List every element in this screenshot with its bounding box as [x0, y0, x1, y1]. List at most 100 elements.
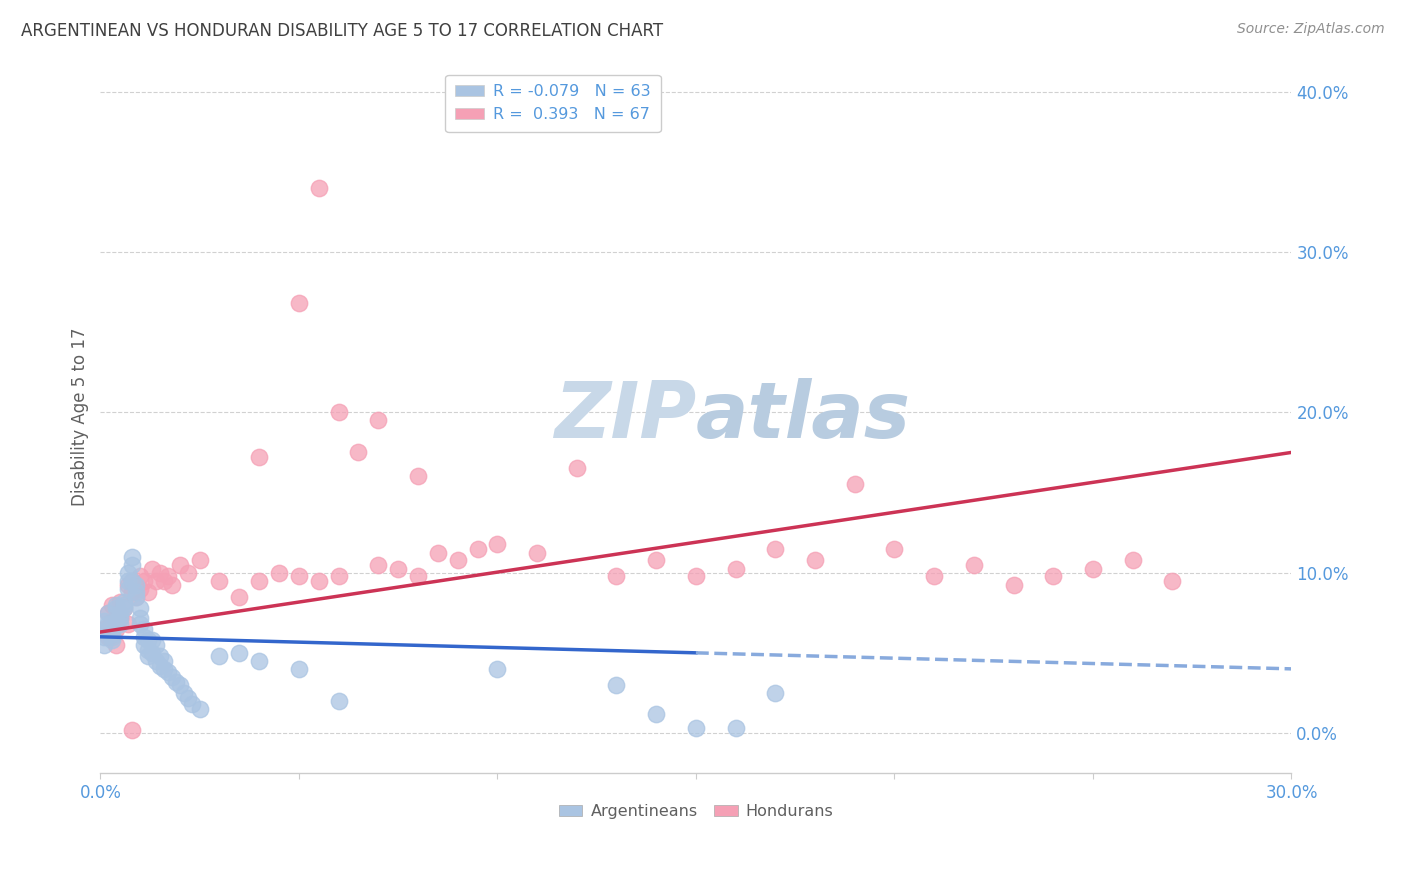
- Point: [149, 658, 172, 673]
- Point: [136, 642, 159, 657]
- Point: [1042, 569, 1064, 583]
- Point: [121, 723, 143, 737]
- Point: [685, 569, 707, 583]
- Point: [136, 585, 159, 599]
- Point: [136, 632, 159, 647]
- Point: [101, 626, 124, 640]
- Point: [406, 569, 429, 583]
- Point: [208, 574, 231, 588]
- Y-axis label: Disability Age 5 to 17: Disability Age 5 to 17: [72, 327, 89, 506]
- Point: [97, 606, 120, 620]
- Point: [188, 553, 211, 567]
- Point: [169, 678, 191, 692]
- Text: ARGENTINEAN VS HONDURAN DISABILITY AGE 5 TO 17 CORRELATION CHART: ARGENTINEAN VS HONDURAN DISABILITY AGE 5…: [21, 22, 664, 40]
- Point: [125, 578, 148, 592]
- Point: [247, 574, 270, 588]
- Point: [97, 617, 120, 632]
- Point: [153, 662, 176, 676]
- Point: [288, 296, 311, 310]
- Point: [117, 578, 139, 592]
- Point: [565, 461, 588, 475]
- Point: [173, 686, 195, 700]
- Point: [112, 601, 135, 615]
- Point: [1122, 553, 1144, 567]
- Point: [141, 646, 163, 660]
- Point: [132, 574, 155, 588]
- Point: [156, 665, 179, 679]
- Point: [101, 632, 124, 647]
- Point: [963, 558, 986, 572]
- Point: [129, 617, 152, 632]
- Point: [112, 598, 135, 612]
- Point: [132, 630, 155, 644]
- Point: [93, 630, 115, 644]
- Point: [724, 721, 747, 735]
- Point: [93, 638, 115, 652]
- Point: [108, 617, 131, 632]
- Point: [105, 622, 128, 636]
- Point: [247, 654, 270, 668]
- Point: [121, 558, 143, 572]
- Point: [121, 549, 143, 564]
- Point: [288, 569, 311, 583]
- Point: [1081, 562, 1104, 576]
- Point: [922, 569, 945, 583]
- Point: [526, 546, 548, 560]
- Point: [97, 606, 120, 620]
- Point: [328, 405, 350, 419]
- Point: [117, 617, 139, 632]
- Point: [125, 585, 148, 599]
- Point: [308, 181, 330, 195]
- Point: [160, 670, 183, 684]
- Point: [108, 610, 131, 624]
- Point: [169, 558, 191, 572]
- Text: atlas: atlas: [696, 378, 911, 454]
- Point: [387, 562, 409, 576]
- Point: [188, 702, 211, 716]
- Point: [117, 582, 139, 596]
- Point: [1002, 578, 1025, 592]
- Point: [108, 610, 131, 624]
- Text: ZIP: ZIP: [554, 378, 696, 454]
- Point: [176, 690, 198, 705]
- Point: [486, 662, 509, 676]
- Point: [308, 574, 330, 588]
- Point: [125, 590, 148, 604]
- Point: [763, 686, 786, 700]
- Point: [105, 614, 128, 628]
- Point: [228, 646, 250, 660]
- Point: [101, 630, 124, 644]
- Point: [105, 601, 128, 615]
- Point: [605, 569, 627, 583]
- Point: [645, 553, 668, 567]
- Point: [132, 638, 155, 652]
- Point: [645, 706, 668, 721]
- Point: [467, 541, 489, 556]
- Point: [153, 574, 176, 588]
- Point: [149, 648, 172, 663]
- Point: [117, 574, 139, 588]
- Point: [228, 590, 250, 604]
- Point: [288, 662, 311, 676]
- Point: [367, 413, 389, 427]
- Point: [180, 697, 202, 711]
- Point: [685, 721, 707, 735]
- Point: [105, 638, 128, 652]
- Point: [267, 566, 290, 580]
- Point: [883, 541, 905, 556]
- Point: [112, 594, 135, 608]
- Point: [165, 674, 187, 689]
- Point: [121, 574, 143, 588]
- Point: [156, 569, 179, 583]
- Point: [141, 562, 163, 576]
- Point: [328, 694, 350, 708]
- Point: [1161, 574, 1184, 588]
- Point: [347, 445, 370, 459]
- Point: [367, 558, 389, 572]
- Point: [108, 606, 131, 620]
- Point: [129, 610, 152, 624]
- Point: [447, 553, 470, 567]
- Point: [176, 566, 198, 580]
- Point: [844, 477, 866, 491]
- Legend: Argentineans, Hondurans: Argentineans, Hondurans: [553, 798, 839, 826]
